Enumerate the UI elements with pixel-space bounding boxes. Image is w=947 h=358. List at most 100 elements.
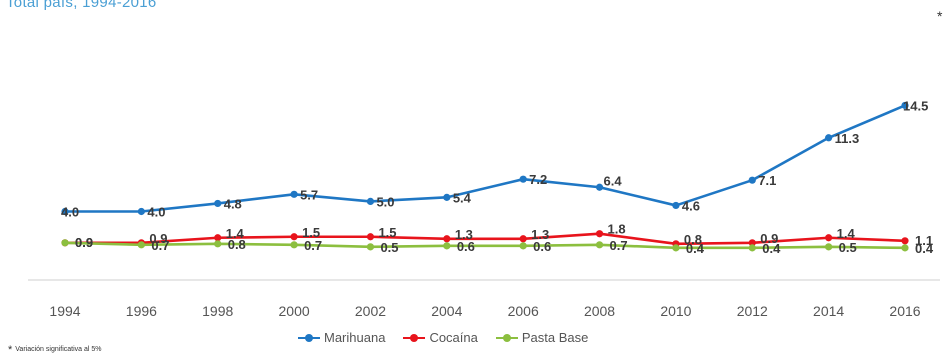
data-point bbox=[901, 237, 909, 245]
x-tick-label: 1994 bbox=[49, 303, 80, 319]
data-point bbox=[748, 244, 756, 252]
data-label: 6.4 bbox=[604, 173, 623, 188]
data-label: 4.8 bbox=[224, 196, 242, 211]
x-tick-label: 2016 bbox=[889, 303, 920, 319]
data-point bbox=[443, 193, 451, 201]
data-label: 7.1 bbox=[758, 173, 776, 188]
x-tick-label: 1998 bbox=[202, 303, 233, 319]
data-point bbox=[595, 230, 604, 238]
data-point bbox=[61, 239, 69, 247]
data-label: 0.8 bbox=[684, 232, 702, 247]
data-point bbox=[901, 101, 909, 110]
data-point bbox=[825, 243, 833, 251]
data-point bbox=[214, 199, 222, 208]
x-tick-label: 2000 bbox=[279, 303, 310, 319]
data-point bbox=[137, 241, 145, 249]
legend-label: Pasta Base bbox=[521, 330, 589, 345]
x-tick-label: 1996 bbox=[126, 303, 157, 319]
data-label: 0.9 bbox=[75, 235, 93, 250]
data-label: 5.4 bbox=[453, 190, 472, 205]
line-chart: 1994 1996 1998 2000 2002 2004 2006 2008 2010 2012… bbox=[28, 98, 940, 319]
x-tick-label: 2006 bbox=[508, 303, 539, 319]
data-label: 4.0 bbox=[147, 205, 165, 220]
data-label: 1.5 bbox=[302, 225, 320, 240]
data-point bbox=[443, 242, 451, 250]
legend-label: Marihuana bbox=[324, 330, 386, 345]
data-point bbox=[366, 233, 375, 241]
series-line-1 bbox=[65, 232, 906, 246]
data-label: 4.0 bbox=[61, 205, 79, 220]
data-point bbox=[825, 234, 833, 242]
data-label: 0.9 bbox=[75, 235, 93, 250]
data-point bbox=[61, 207, 69, 216]
data-point bbox=[519, 235, 527, 243]
legend-item: Cocaína bbox=[403, 330, 478, 345]
data-point bbox=[443, 235, 451, 243]
legend-swatch bbox=[495, 333, 518, 342]
data-point bbox=[901, 244, 909, 252]
data-label: 0.5 bbox=[839, 240, 857, 255]
data-point bbox=[290, 233, 298, 241]
data-point bbox=[825, 134, 833, 142]
data-label: 0.7 bbox=[304, 238, 322, 253]
legend-label: Cocaína bbox=[429, 330, 478, 345]
footnote: * Variación significativa al 5% bbox=[8, 344, 102, 356]
data-point bbox=[748, 176, 756, 184]
data-point bbox=[519, 175, 527, 183]
footnote-text: Variación significativa al 5% bbox=[15, 346, 102, 353]
x-tick-label: 2002 bbox=[355, 303, 386, 319]
series-line-2 bbox=[64, 241, 906, 250]
data-point bbox=[366, 197, 375, 205]
data-label: 0.9 bbox=[760, 231, 778, 246]
footnote-star: * bbox=[8, 344, 13, 356]
data-point bbox=[595, 183, 604, 191]
significance-marker: * bbox=[937, 8, 943, 24]
data-label: 0.6 bbox=[457, 239, 475, 254]
data-label: 1.3 bbox=[455, 227, 473, 242]
x-tick-label: 2010 bbox=[660, 303, 691, 319]
data-point bbox=[290, 241, 298, 249]
x-tick-label: 2014 bbox=[813, 303, 844, 319]
legend-swatch bbox=[403, 333, 426, 342]
data-label: 0.6 bbox=[533, 239, 551, 254]
data-point bbox=[672, 244, 680, 252]
data-label: 1.4 bbox=[226, 226, 245, 241]
data-label: 0.5 bbox=[380, 240, 398, 255]
data-label: 0.7 bbox=[610, 238, 628, 253]
data-point bbox=[137, 207, 145, 216]
data-label: 1.4 bbox=[837, 226, 856, 241]
legend-item: Marihuana bbox=[298, 330, 385, 345]
data-point bbox=[748, 239, 756, 247]
data-label: 14.5 bbox=[903, 98, 928, 113]
data-label: 5.7 bbox=[300, 187, 318, 202]
data-label: 1.1 bbox=[915, 233, 933, 248]
data-label: 0.9 bbox=[149, 231, 167, 246]
x-tick-label: 2012 bbox=[737, 303, 768, 319]
data-label: 7.2 bbox=[529, 172, 547, 187]
data-point bbox=[214, 240, 222, 248]
data-label: 1.3 bbox=[531, 227, 549, 242]
data-label: 0.4 bbox=[915, 241, 934, 256]
data-point bbox=[519, 242, 527, 250]
data-label: 0.7 bbox=[151, 238, 169, 253]
x-tick-label: 2008 bbox=[584, 303, 615, 319]
data-point bbox=[214, 234, 222, 242]
x-tick-label: 2004 bbox=[431, 303, 462, 319]
data-label: 0.8 bbox=[228, 237, 246, 252]
data-point bbox=[290, 190, 298, 198]
data-label: 11.3 bbox=[835, 131, 860, 146]
data-label: 5.0 bbox=[376, 194, 394, 209]
data-point bbox=[672, 201, 680, 210]
legend-swatch bbox=[298, 333, 320, 342]
legend-item: Pasta Base bbox=[495, 330, 589, 345]
data-label: 0.4 bbox=[762, 241, 781, 256]
data-label: 4.6 bbox=[682, 198, 700, 213]
chart-legend: Marihuana Cocaína Pasta Base bbox=[298, 330, 588, 345]
data-point bbox=[366, 243, 375, 251]
series-line-0 bbox=[65, 104, 906, 213]
data-point bbox=[595, 241, 604, 249]
data-label: 1.8 bbox=[608, 222, 626, 237]
chart-subtitle: Total país, 1994-2016 bbox=[6, 0, 157, 11]
data-label: 1.5 bbox=[378, 225, 396, 240]
data-label: 0.4 bbox=[686, 241, 705, 256]
